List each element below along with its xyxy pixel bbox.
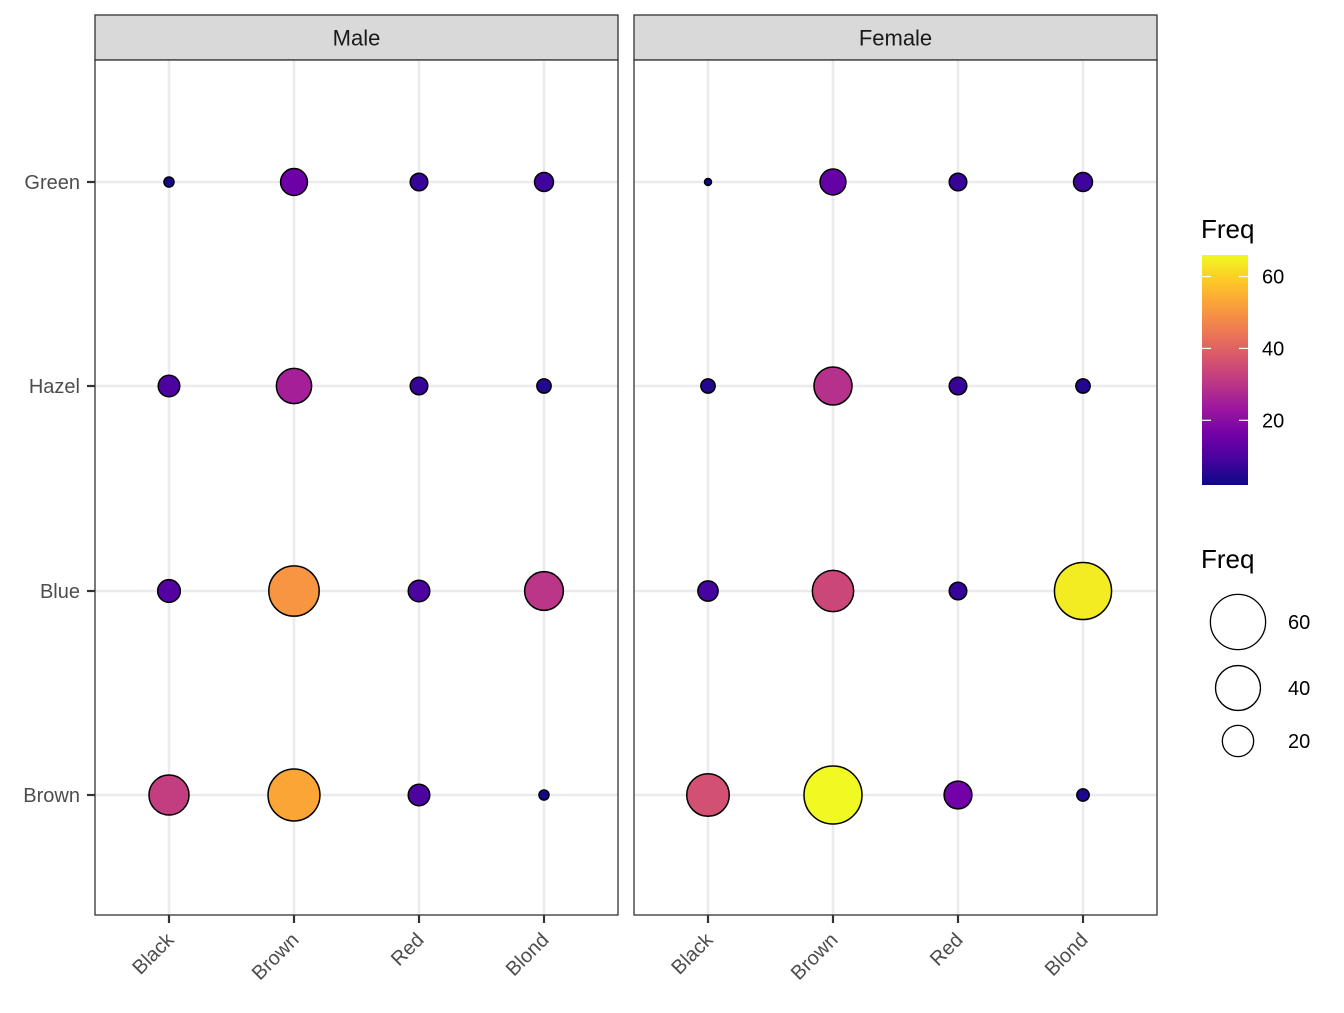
size-legend-circle [1209, 593, 1267, 651]
size-legend-circle [1221, 724, 1255, 758]
bubble-male-brown-green [279, 167, 309, 197]
bubble-female-brown-green [819, 168, 847, 196]
y-tick-label: Brown [23, 785, 80, 807]
bubble-female-blond-brown [1076, 788, 1090, 802]
size-break-label: 20 [1288, 731, 1310, 753]
bubble-male-blond-blue [523, 570, 565, 612]
bubble-male-black-hazel [157, 374, 181, 398]
facet-strip-female [633, 14, 1158, 61]
x-tick-label: Red [926, 929, 968, 971]
bubble-male-red-green [409, 172, 429, 192]
x-tick-label: Brown [787, 929, 843, 985]
x-tick-label: Blond [502, 929, 554, 981]
bubble-female-blond-blue [1053, 561, 1113, 621]
bubble-female-brown-brown [803, 765, 863, 825]
panel-background-male [95, 60, 618, 915]
panel-frame-male [94, 59, 619, 916]
bubble-male-red-blue [407, 579, 431, 603]
size-break-label: 40 [1288, 678, 1310, 700]
bubble-male-red-brown [407, 783, 431, 807]
panel-background-female [634, 60, 1157, 915]
bubble-female-black-blue [697, 580, 719, 602]
bubble-male-black-blue [156, 578, 182, 604]
facet-strip-male [94, 14, 619, 61]
bubble-male-blond-green [533, 171, 555, 193]
bubble-female-black-hazel [700, 378, 716, 394]
size-legend-title: Freq [1201, 544, 1254, 574]
x-tick-label: Red [387, 929, 429, 971]
bubble-female-red-brown [943, 780, 973, 810]
y-tick-label: Green [24, 172, 80, 194]
bubble-female-black-brown [685, 772, 731, 818]
bubble-female-red-hazel [948, 376, 968, 396]
bubble-male-black-green [163, 176, 175, 188]
size-break-label: 60 [1288, 612, 1310, 634]
y-tick-label: Blue [40, 581, 80, 603]
bubble-female-blond-hazel [1075, 378, 1091, 394]
x-tick-label: Black [128, 928, 179, 979]
bubble-male-red-hazel [409, 376, 429, 396]
bubble-female-brown-blue [811, 569, 855, 613]
bubble-female-brown-hazel [813, 366, 853, 406]
x-tick-label: Brown [248, 929, 304, 985]
panel-frame-female [633, 59, 1158, 916]
bubble-male-brown-hazel [275, 367, 313, 405]
facet-label-male: Male [333, 26, 381, 51]
colorbar-break-label: 40 [1262, 338, 1284, 360]
bubble-female-red-green [948, 172, 968, 192]
bubble-male-blond-brown [538, 789, 550, 801]
x-tick-label: Blond [1041, 929, 1093, 981]
bubble-male-black-brown [148, 774, 190, 816]
bubble-female-black-green [703, 177, 713, 187]
colorbar-break-label: 20 [1262, 410, 1284, 432]
bubble-male-brown-brown [267, 768, 321, 822]
bubble-female-blond-green [1072, 171, 1094, 193]
colorbar-legend-title: Freq [1201, 214, 1254, 244]
y-tick-label: Hazel [29, 376, 80, 398]
bubble-male-brown-blue [268, 565, 320, 617]
colorbar-break-label: 60 [1262, 267, 1284, 289]
facet-label-female: Female [859, 26, 932, 51]
x-tick-label: Black [667, 928, 718, 979]
size-legend-circle [1214, 664, 1262, 712]
bubble-male-blond-hazel [536, 378, 552, 394]
colorbar [1202, 255, 1248, 485]
bubble-female-red-blue [948, 581, 968, 601]
